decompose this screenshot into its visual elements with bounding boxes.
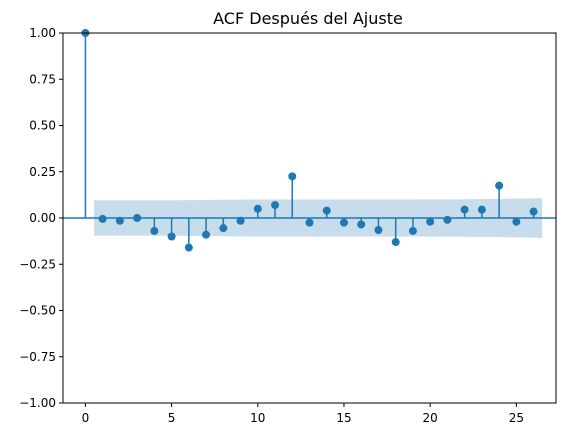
y-tick-label: 0.75 — [29, 72, 56, 86]
axes-layer: −1.00 −0.75 −0.50 −0.25 0.00 0.25 0.50 0.75 1.00… — [19, 26, 557, 425]
marker-lag-12 — [288, 172, 297, 181]
x-tick-label: 0 — [82, 411, 90, 425]
x-tick-label: 20 — [423, 411, 438, 425]
y-tick-label: −0.75 — [19, 350, 56, 364]
marker-lag-24 — [495, 181, 504, 190]
marker-lag-9 — [236, 216, 245, 225]
marker-lag-20 — [426, 217, 435, 226]
y-tick-label: 0.25 — [29, 165, 56, 179]
marker-lag-11 — [271, 201, 280, 210]
y-tick-label: 0.00 — [29, 211, 56, 225]
y-tick-label: 0.50 — [29, 119, 56, 133]
chart-title: ACF Después del Ajuste — [213, 9, 403, 28]
marker-lag-6 — [184, 243, 193, 252]
marker-lag-13 — [305, 218, 314, 227]
marker-lag-5 — [167, 232, 176, 241]
marker-lag-1 — [98, 214, 107, 223]
x-tick-label: 15 — [336, 411, 351, 425]
marker-lag-22 — [460, 205, 469, 214]
marker-lag-4 — [150, 226, 159, 235]
marker-lag-16 — [357, 220, 366, 229]
marker-lag-7 — [202, 230, 211, 239]
marker-lag-14 — [322, 206, 331, 215]
marker-lag-18 — [391, 238, 400, 247]
marker-lag-23 — [477, 205, 486, 214]
marker-lag-15 — [339, 218, 348, 227]
marker-lag-3 — [133, 214, 142, 222]
marker-lag-8 — [219, 224, 228, 233]
x-tick-label: 5 — [168, 411, 176, 425]
marker-lag-19 — [408, 226, 417, 235]
y-tick-label: −0.50 — [19, 304, 56, 318]
marker-lag-21 — [443, 215, 452, 224]
x-tick-label: 25 — [509, 411, 524, 425]
y-tick-label: −0.25 — [19, 257, 56, 271]
marker-lag-25 — [512, 217, 521, 226]
x-tick-label: 10 — [250, 411, 265, 425]
marker-lag-10 — [253, 204, 262, 213]
marker-lag-17 — [374, 226, 383, 235]
y-tick-label: −1.00 — [19, 396, 56, 410]
y-tick-label: 1.00 — [29, 26, 56, 40]
marker-lag-2 — [115, 216, 124, 225]
marker-lag-26 — [529, 207, 538, 216]
